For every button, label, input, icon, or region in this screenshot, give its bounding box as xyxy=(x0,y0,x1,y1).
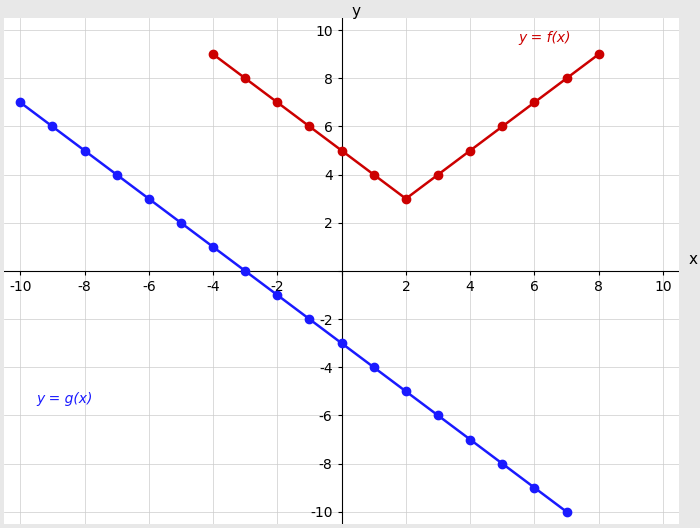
Point xyxy=(400,194,412,203)
Point xyxy=(433,171,444,179)
Point xyxy=(175,219,186,227)
Point xyxy=(304,315,315,323)
Point xyxy=(400,387,412,395)
Point xyxy=(336,146,347,155)
Point xyxy=(368,171,379,179)
Point xyxy=(111,171,122,179)
Point xyxy=(304,122,315,131)
Point xyxy=(497,459,508,468)
Point xyxy=(561,507,572,516)
Point xyxy=(207,243,218,251)
Text: y = f(x): y = f(x) xyxy=(519,31,571,45)
Point xyxy=(47,122,58,131)
Point xyxy=(529,98,540,107)
Point xyxy=(593,50,604,59)
Point xyxy=(15,98,26,107)
Point xyxy=(368,363,379,372)
Point xyxy=(497,122,508,131)
Point xyxy=(465,146,476,155)
Text: x: x xyxy=(689,252,698,267)
Point xyxy=(239,267,251,275)
Point xyxy=(336,339,347,347)
Point xyxy=(207,50,218,59)
Point xyxy=(561,74,572,82)
Point xyxy=(433,411,444,420)
Point xyxy=(239,74,251,82)
Point xyxy=(272,98,283,107)
Point xyxy=(465,435,476,444)
Point xyxy=(79,146,90,155)
Point xyxy=(272,291,283,299)
Point xyxy=(144,194,155,203)
Point xyxy=(529,484,540,492)
Text: y = g(x): y = g(x) xyxy=(36,392,92,407)
Text: y: y xyxy=(351,4,360,18)
